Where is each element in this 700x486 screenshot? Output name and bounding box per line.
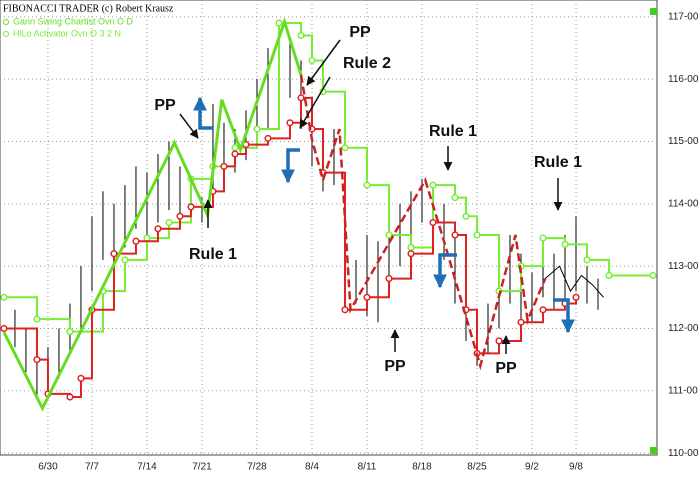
annotation: Rule 1 bbox=[189, 246, 237, 263]
activator-dot bbox=[341, 306, 349, 314]
activator-dot bbox=[649, 271, 657, 280]
activator-dot bbox=[572, 293, 580, 301]
activator-dot bbox=[0, 324, 8, 333]
y-tick-label: 113-00 bbox=[668, 261, 699, 272]
activator-dot bbox=[462, 212, 470, 220]
marker-square bbox=[650, 8, 657, 15]
activator-dot bbox=[605, 271, 613, 280]
annotation: Rule 1 bbox=[429, 123, 477, 140]
activator-dot bbox=[385, 231, 393, 239]
marker-square bbox=[650, 447, 657, 454]
y-tick-label: 115-00 bbox=[668, 136, 699, 147]
chart-title: FIBONACCI TRADER (c) Robert Krausz bbox=[3, 3, 174, 14]
activator-dot bbox=[539, 306, 547, 314]
activator-dot bbox=[165, 218, 173, 227]
activator-dot bbox=[429, 218, 437, 227]
x-tick-label: 8/11 bbox=[358, 462, 377, 473]
x-tick-label: 9/2 bbox=[525, 462, 539, 473]
activator-dot bbox=[143, 234, 151, 242]
series-line bbox=[299, 74, 547, 371]
activator-dot bbox=[264, 134, 272, 142]
activator-dot bbox=[231, 150, 239, 158]
annotation: PP bbox=[495, 360, 517, 377]
legend-swatch bbox=[3, 19, 9, 25]
activator-dot bbox=[308, 56, 316, 65]
activator-dot bbox=[187, 203, 195, 211]
x-tick-label: 9/8 bbox=[569, 462, 583, 473]
activator-dot bbox=[363, 181, 371, 189]
x-tick-label: 8/25 bbox=[467, 462, 487, 473]
activator-dot bbox=[561, 240, 569, 248]
activator-dot bbox=[66, 328, 74, 336]
legend-label: HiLo Activator Ovn O 3 2 N bbox=[13, 28, 121, 38]
y-tick-label: 114-00 bbox=[668, 198, 699, 209]
legend-swatch bbox=[3, 31, 9, 37]
activator-dot bbox=[583, 256, 591, 264]
x-tick-label: 7/14 bbox=[137, 462, 157, 473]
annotation: PP bbox=[349, 24, 371, 41]
x-tick-label: 7/7 bbox=[85, 462, 99, 473]
activator-dot bbox=[429, 181, 437, 189]
activator-dot bbox=[495, 337, 503, 345]
blue-arrows bbox=[193, 96, 575, 334]
x-tick-label: 8/4 bbox=[305, 462, 319, 473]
activator-dot bbox=[286, 119, 294, 127]
activator-dot bbox=[231, 144, 239, 152]
activator-dot bbox=[176, 212, 184, 220]
activator-dot bbox=[539, 234, 547, 242]
annotation-arrows bbox=[179, 39, 563, 354]
y-tick-label: 111-00 bbox=[668, 385, 698, 396]
y-tick-label: 117-00 bbox=[668, 11, 699, 22]
activator-dot bbox=[451, 194, 459, 202]
activator-dot bbox=[0, 293, 8, 301]
activator-dot bbox=[297, 94, 305, 102]
activator-dot bbox=[517, 318, 525, 326]
annotation: PP bbox=[154, 97, 176, 114]
annotation: Rule 2 bbox=[343, 55, 391, 72]
x-tick-label: 6/30 bbox=[38, 462, 58, 473]
annotation: PP bbox=[384, 358, 406, 375]
activator-dot bbox=[363, 293, 371, 301]
x-tick-label: 7/28 bbox=[247, 462, 267, 473]
activator-dot bbox=[275, 19, 283, 27]
activator-dot bbox=[407, 243, 415, 251]
y-tick-label: 110-00 bbox=[668, 448, 699, 459]
activator-dot bbox=[385, 275, 393, 283]
series-line bbox=[2, 17, 303, 412]
x-tick-label: 8/18 bbox=[412, 462, 432, 473]
activator-dot bbox=[77, 374, 85, 382]
y-tick-label: 116-00 bbox=[668, 74, 699, 85]
y-tick-label: 112-00 bbox=[668, 323, 699, 334]
x-tick-label: 7/21 bbox=[192, 462, 212, 473]
activator-dot bbox=[473, 231, 481, 239]
legend: Gann Swing Chartist Ovn O D HiLo Activato… bbox=[3, 16, 134, 38]
activator-dot bbox=[297, 31, 305, 40]
activator-dot bbox=[121, 256, 129, 264]
annotation: Rule 1 bbox=[534, 154, 582, 171]
series-line bbox=[544, 265, 604, 298]
activator-dot bbox=[341, 144, 349, 152]
activator-dot bbox=[33, 315, 41, 323]
activator-dot bbox=[253, 125, 261, 133]
activator-dot bbox=[220, 162, 228, 170]
plot-frame bbox=[0, 0, 658, 456]
activator-dot bbox=[33, 356, 41, 364]
legend-label: Gann Swing Chartist Ovn O D bbox=[13, 16, 134, 26]
activator-dot bbox=[110, 250, 118, 258]
activator-dot bbox=[132, 237, 140, 245]
activator-dot bbox=[407, 250, 415, 258]
activator-dot bbox=[66, 393, 74, 401]
activator-dot bbox=[154, 225, 162, 233]
activator-dot bbox=[451, 231, 459, 239]
